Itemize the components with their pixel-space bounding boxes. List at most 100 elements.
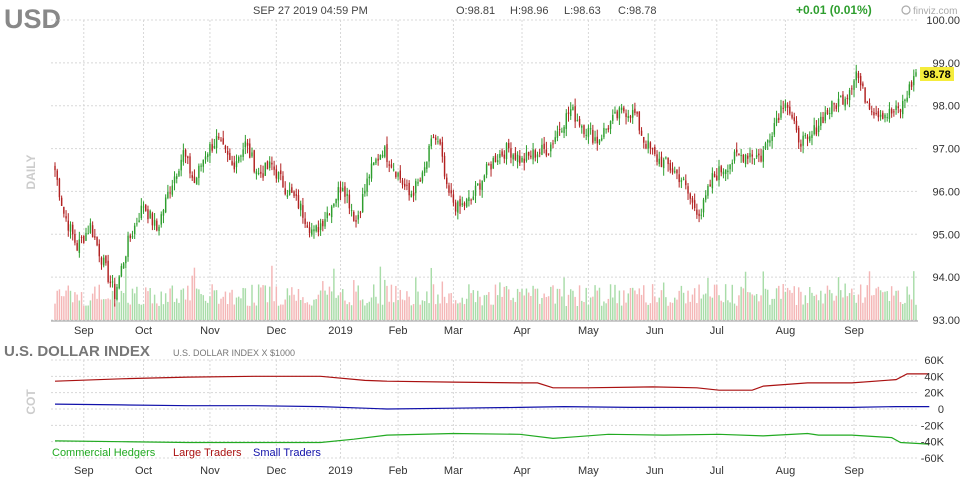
candle-body (831, 101, 833, 115)
volume-bar (554, 303, 556, 320)
candle-body (727, 170, 729, 173)
candle-body (240, 155, 242, 157)
candle-body (773, 123, 776, 135)
volume-bar (760, 295, 762, 320)
candle-body (884, 114, 886, 119)
volume-bar (702, 294, 705, 320)
volume-bar (344, 300, 346, 320)
volume-bar (322, 281, 324, 320)
candle-body (587, 128, 590, 137)
volume-bar (543, 293, 545, 320)
price-x-tick: Jun (646, 325, 664, 337)
volume-bar (771, 298, 773, 320)
volume-bar (510, 300, 512, 320)
candle-body (649, 142, 652, 149)
candle-body (242, 149, 244, 157)
volume-bar (266, 302, 269, 320)
volume-bar (791, 292, 793, 320)
candle-body (171, 185, 174, 195)
volume-bar (284, 299, 286, 320)
candle-body (554, 137, 556, 142)
volume-bar (879, 290, 882, 320)
volume-bar (826, 285, 829, 320)
volume-bar (735, 305, 738, 320)
volume-bar (842, 297, 844, 320)
volume-bar (660, 290, 663, 320)
candle-body (54, 165, 56, 171)
candle-body (388, 164, 390, 166)
volume-bar (342, 289, 344, 320)
volume-bar (643, 285, 645, 320)
candle-body (643, 136, 645, 143)
candle-body (370, 163, 373, 179)
volume-bar (333, 268, 335, 320)
volume-bar (700, 298, 703, 320)
cot-x-tick: Oct (135, 465, 152, 477)
volume-bar (731, 284, 734, 320)
brand-logo[interactable]: finviz.com (901, 5, 957, 17)
volume-bar (696, 303, 698, 320)
candle-body (873, 112, 875, 116)
volume-bar (753, 295, 756, 320)
candle-body (375, 159, 377, 164)
volume-bar (682, 292, 685, 320)
candle-body (786, 104, 789, 108)
volume-bar (895, 290, 897, 320)
candle-body (322, 220, 324, 227)
candle-body (910, 82, 913, 87)
volume-bar (906, 286, 908, 320)
candle-body (291, 187, 293, 193)
last-price-tag: 98.78 (920, 67, 954, 81)
candle-body (585, 134, 587, 136)
volume-bar (764, 288, 767, 320)
candle-body (67, 220, 69, 231)
volume-bar (631, 287, 634, 320)
volume-bar (811, 292, 813, 320)
volume-bar (550, 286, 552, 320)
volume-bar (78, 300, 81, 320)
volume-bar (156, 303, 158, 320)
volume-bar (751, 294, 753, 320)
candle-body (662, 159, 665, 169)
candle-body (550, 144, 552, 152)
candle-body (246, 142, 249, 146)
cot-x-tick: May (578, 465, 599, 477)
candle-body (71, 224, 74, 235)
candle-body (793, 117, 795, 122)
candle-body (740, 155, 742, 157)
volume-bar (868, 271, 871, 320)
candle-body (879, 114, 882, 117)
candle-body (266, 161, 269, 170)
candle-body (583, 125, 585, 135)
candle-body (669, 163, 672, 171)
candle-body (468, 197, 470, 202)
candle-body (833, 103, 835, 105)
volume-bar (249, 305, 251, 320)
candle-body (472, 196, 475, 200)
candle-body (654, 147, 656, 155)
volume-bar (647, 304, 649, 320)
volume-bar (552, 285, 554, 320)
candle-body (315, 225, 317, 232)
volume-bar (355, 291, 357, 320)
volume-bar (527, 292, 530, 320)
low-value: L:98.63 (564, 5, 601, 17)
volume-bar (514, 301, 517, 320)
candle-body (541, 144, 543, 155)
volume-bar (114, 303, 116, 320)
volume-bar (102, 299, 105, 320)
volume-bar (348, 302, 351, 320)
candle-body (813, 125, 815, 135)
volume-bar (229, 292, 231, 320)
candle-body (182, 150, 185, 162)
volume-bar (658, 297, 660, 320)
candle-body (722, 171, 725, 175)
volume-bar (213, 290, 216, 320)
volume-bar (410, 305, 413, 320)
candle-body (851, 88, 853, 90)
volume-bar (202, 295, 205, 320)
volume-bar (264, 285, 266, 320)
volume-bar (337, 295, 340, 320)
candle-body (401, 180, 404, 185)
volume-bar (851, 288, 853, 320)
